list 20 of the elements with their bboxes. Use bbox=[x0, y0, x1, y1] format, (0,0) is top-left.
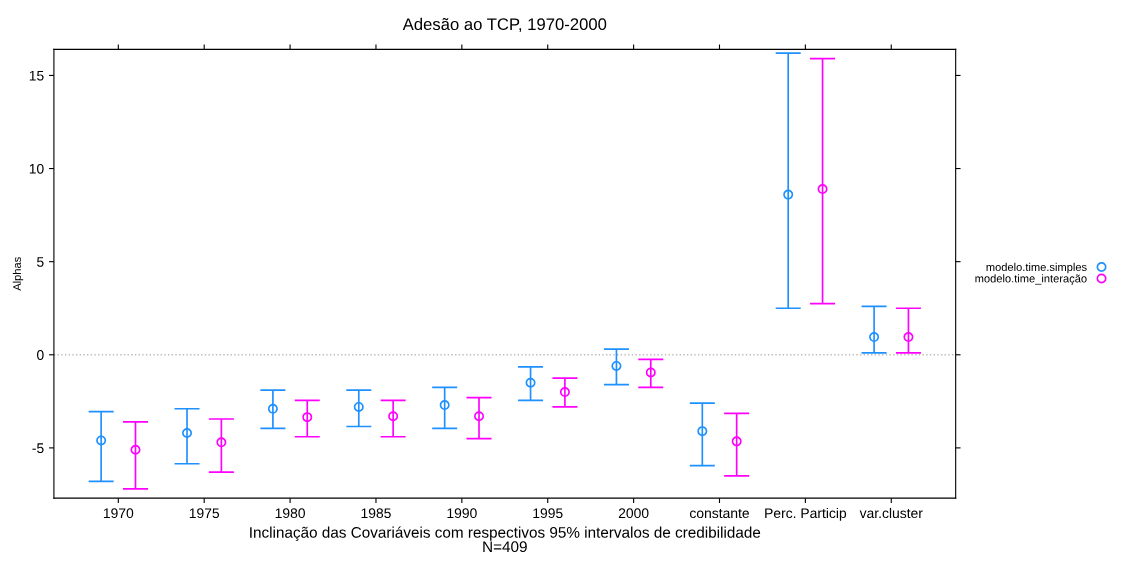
x-tick-label: 1985 bbox=[361, 508, 391, 519]
x-tick-label: 1990 bbox=[447, 508, 477, 519]
y-tick-label: 0 bbox=[37, 350, 44, 360]
x-tick-label: 1970 bbox=[103, 508, 134, 519]
x-tick-label: 1975 bbox=[189, 508, 220, 519]
chart-title: Adesão ao TCP, 1970-2000 bbox=[402, 17, 607, 33]
y-tick-label: 10 bbox=[29, 163, 44, 174]
y-tick-label: 15 bbox=[29, 70, 44, 81]
y-tick-label: 5 bbox=[37, 257, 44, 267]
x-tick-label: 1995 bbox=[533, 508, 563, 519]
x-tick-label: Perc. Particip bbox=[765, 507, 847, 521]
y-axis-title: Alphas bbox=[12, 257, 24, 291]
x-tick-label: 1980 bbox=[275, 508, 305, 519]
x-tick-label: var.cluster bbox=[859, 507, 923, 519]
legend-label: modelo.time.simples bbox=[986, 262, 1087, 274]
legend-label: modelo.time_interação bbox=[975, 274, 1087, 285]
x-tick-label: constante bbox=[689, 508, 749, 519]
x-tick-label: 2000 bbox=[618, 508, 649, 519]
y-tick-label: -5 bbox=[32, 443, 44, 454]
x-axis-title: Inclinação das Covariáveis com respectivos 95% intervalos de credibilidade N=409 bbox=[250, 526, 761, 553]
